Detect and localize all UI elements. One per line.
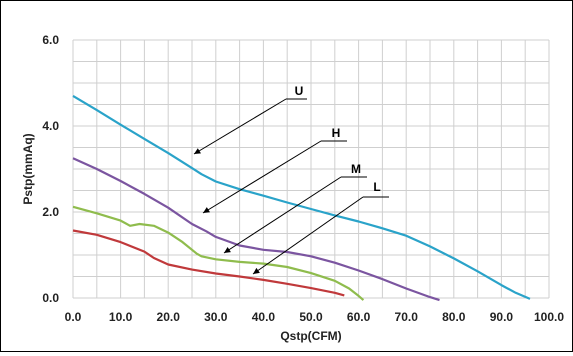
x-tick-label: 10.0: [109, 310, 133, 324]
callout-arrow-H: [203, 207, 210, 213]
callout-arrow-L: [253, 267, 260, 274]
callout-leader-U: [193, 98, 287, 155]
callout-arrow-M: [224, 247, 231, 253]
series-label-L: L: [373, 180, 380, 194]
callout-leader-L: [252, 196, 364, 275]
x-tick-label: 90.0: [490, 310, 514, 324]
series-label-M: M: [351, 162, 361, 176]
callout-leader-M: [223, 176, 342, 254]
x-axis-label: Qstp(CFM): [280, 329, 341, 343]
x-tick-label: 40.0: [252, 310, 276, 324]
series-lines: [72, 94, 531, 302]
grid: [72, 39, 550, 299]
y-axis-label: Pstp(mmAq): [21, 133, 35, 204]
y-tick-label: 4.0: [42, 119, 59, 133]
x-tick-label: 50.0: [299, 310, 323, 324]
x-tick-label: 30.0: [204, 310, 228, 324]
x-tick-label: 20.0: [157, 310, 181, 324]
series-line-H: [72, 157, 440, 302]
x-tick-label: 100.0: [534, 310, 564, 324]
x-tick-label: 70.0: [395, 310, 419, 324]
y-tick-label: 0.0: [42, 291, 59, 305]
x-tick-label: 0.0: [65, 310, 82, 324]
series-line-M: [72, 205, 365, 301]
series-line-L: [72, 229, 345, 297]
y-tick-label: 2.0: [42, 205, 59, 219]
series-line-U: [72, 94, 531, 300]
series-label-H: H: [332, 126, 341, 140]
series-label-U: U: [295, 84, 304, 98]
chart: 0.0 10.0 20.0 30.0 40.0 50.0 60.0 70.0 80.0 90.0 1…: [21, 33, 564, 343]
series-callouts: U H ML: [193, 84, 389, 275]
x-tick-label: 60.0: [347, 310, 371, 324]
tick-labels: 0.0 10.0 20.0 30.0 40.0 50.0 60.0 70.0 80.0 90.0 1…: [42, 33, 564, 324]
callout-leader-H: [202, 140, 322, 214]
y-tick-label: 6.0: [42, 33, 59, 47]
x-tick-label: 80.0: [442, 310, 466, 324]
callout-arrow-U: [194, 148, 201, 154]
